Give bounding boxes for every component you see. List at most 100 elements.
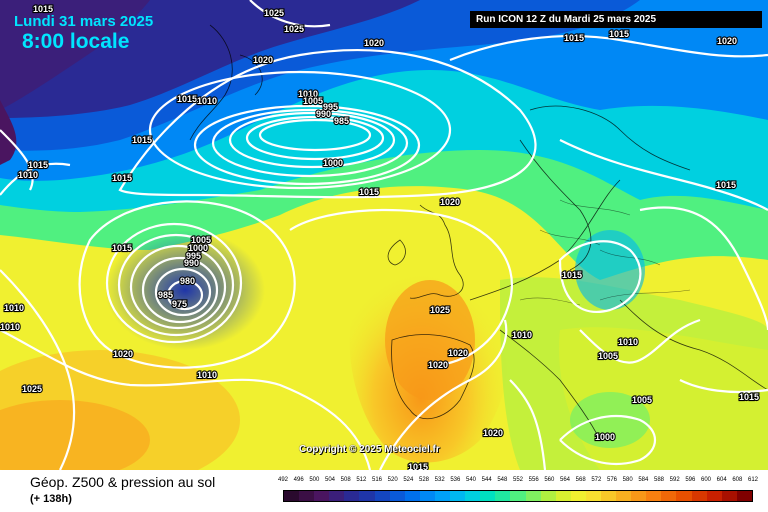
color-scale-segment <box>616 491 632 501</box>
isobar-label: 1005 <box>632 395 652 405</box>
color-scale-tick: 584 <box>638 477 649 483</box>
isobar-label: 1025 <box>264 8 284 18</box>
color-scale-tick: 604 <box>716 477 727 483</box>
color-scale-segment <box>585 491 601 501</box>
color-scale-segment <box>510 491 526 501</box>
color-scale-segment <box>570 491 586 501</box>
color-scale-tick: 548 <box>497 477 508 483</box>
isobar-label: 1010 <box>618 337 638 347</box>
color-scale-segment <box>525 491 541 501</box>
color-scale-segment <box>646 491 662 501</box>
color-scale-segment <box>284 491 300 501</box>
isobar-label: 1010 <box>197 370 217 380</box>
color-scale-tick: 512 <box>356 477 367 483</box>
color-scale-segment <box>374 491 390 501</box>
isobar-label: 1020 <box>448 348 468 358</box>
isobar-label: 1015 <box>359 187 379 197</box>
isobar-label: 995 <box>186 251 201 261</box>
color-scale-tick: 572 <box>591 477 602 483</box>
isobar-labels: 1025 1025 1020 1020 1015 1015 1015 1020 … <box>0 3 760 470</box>
forecast-lead-time: (+ 138h) <box>30 493 72 505</box>
isobar-label: 1020 <box>717 36 737 46</box>
isobar-label: 1020 <box>253 55 273 65</box>
color-scale-ticks: 492 496 500 504 508 512 516 520 524 528 532 536 540 5… <box>278 477 758 487</box>
color-scale-segment <box>404 491 420 501</box>
color-scale-tick: 592 <box>669 477 680 483</box>
color-scale-tick: 552 <box>512 477 524 483</box>
color-scale-tick: 500 <box>309 477 320 483</box>
color-scale-segment <box>465 491 481 501</box>
copyright-notice: Copyright © 2025 Meteociel.fr <box>299 444 440 455</box>
color-scale-tick: 520 <box>387 477 398 483</box>
isobar-label: 1000 <box>323 158 343 168</box>
color-scale-segment <box>631 491 647 501</box>
isobar-label: 1015 <box>739 392 759 402</box>
isobar-label: 1015 <box>132 135 152 145</box>
color-scale-segment <box>495 491 511 501</box>
color-scale-segment <box>450 491 466 501</box>
color-scale-tick: 596 <box>685 477 696 483</box>
isobar-label: 1010 <box>512 330 532 340</box>
color-scale-segment <box>314 491 330 501</box>
color-scale-tick: 568 <box>575 477 586 483</box>
isobar-label: 1020 <box>483 428 503 438</box>
color-scale-segment <box>419 491 435 501</box>
color-scale-segment <box>600 491 617 501</box>
isobar-label: 1000 <box>595 432 615 442</box>
color-scale-tick: 576 <box>606 477 618 483</box>
color-scale-segment <box>389 491 405 501</box>
color-scale-segment <box>706 491 722 501</box>
color-scale-segment <box>344 491 360 501</box>
color-scale-tick: 504 <box>324 477 336 483</box>
color-scale-tick: 492 <box>277 477 289 483</box>
color-scale-tick: 556 <box>528 477 539 483</box>
color-scale-tick: 496 <box>293 477 304 483</box>
legend-footer: Géop. Z500 & pression au sol (+ 138h) 49… <box>0 470 768 512</box>
color-scale-segment <box>555 491 571 501</box>
isobar-label: 1010 <box>197 96 217 106</box>
color-scale-tick: 560 <box>544 477 555 483</box>
color-scale-segment <box>676 491 692 501</box>
isobar-label: 1020 <box>440 197 460 207</box>
color-scale-segment <box>329 491 345 501</box>
isobar-label: 980 <box>180 276 195 286</box>
forecast-time: 8:00 locale <box>22 30 130 53</box>
forecast-date: Lundi 31 mars 2025 <box>14 13 154 30</box>
isobar-label: 1015 <box>112 173 132 183</box>
color-scale-segment <box>434 491 451 501</box>
isobar-label: 1005 <box>303 96 323 106</box>
color-scale-tick: 532 <box>434 477 445 483</box>
color-scale-tick: 516 <box>371 477 383 483</box>
color-scale-segment <box>721 491 737 501</box>
color-scale-tick: 536 <box>450 477 461 483</box>
isobar-lines <box>0 0 768 470</box>
isobar-label: 1015 <box>112 243 132 253</box>
model-run-label: Run ICON 12 Z du Mardi 25 mars 2025 <box>470 11 762 28</box>
map-title: Géop. Z500 & pression au sol <box>30 474 216 490</box>
isobar-label: 1010 <box>4 303 24 313</box>
color-scale-tick: 608 <box>732 477 743 483</box>
pressure-map: 1025 1025 1020 1020 1015 1015 1015 1020 … <box>0 0 768 470</box>
color-scale-tick: 588 <box>653 477 665 483</box>
color-scale-segment <box>736 491 752 501</box>
color-scale-tick: 524 <box>403 477 414 483</box>
isobar-label: 1015 <box>177 94 197 104</box>
color-scale-tick: 580 <box>622 477 633 483</box>
color-scale-bar <box>283 490 753 502</box>
color-scale-tick: 508 <box>340 477 351 483</box>
isobar-label: 1025 <box>430 305 450 315</box>
color-scale-segment <box>691 491 707 501</box>
isobar-label: 985 <box>158 290 173 300</box>
isobar-label: 1015 <box>609 29 629 39</box>
isobar-label: 1010 <box>298 89 318 99</box>
isobar-label: 1010 <box>18 170 38 180</box>
isobar-label: 975 <box>172 299 187 309</box>
isobar-label: 1000 <box>188 243 208 253</box>
color-scale-segment <box>299 491 315 501</box>
color-scale-tick: 528 <box>418 477 430 483</box>
color-scale-tick: 540 <box>465 477 477 483</box>
isobar-label: 995 <box>323 102 338 112</box>
isobar-label: 990 <box>184 258 199 268</box>
isobar-label: 1010 <box>0 322 20 332</box>
